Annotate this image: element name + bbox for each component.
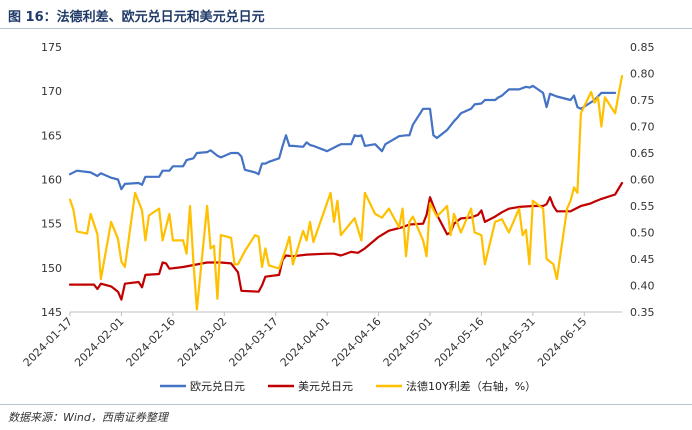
y-right-tick-label: 0.80 xyxy=(630,68,655,81)
legend-label-1: 欧元兑日元 xyxy=(190,379,245,393)
y-right-tick-label: 0.70 xyxy=(630,121,655,134)
legend: 欧元兑日元 美元兑日元 法德10Y利差（右轴，%） xyxy=(160,379,536,393)
y-right-tick-label: 0.50 xyxy=(630,227,655,240)
title-divider xyxy=(0,28,692,29)
y-left-tick-label: 150 xyxy=(41,262,62,275)
x-tick-label: 2024-02-16 xyxy=(124,315,178,369)
y-left-tick-label: 170 xyxy=(41,85,62,98)
y-left-tick-label: 165 xyxy=(41,129,62,142)
y-right-tick-label: 0.65 xyxy=(630,147,655,160)
y-left-tick-label: 145 xyxy=(41,306,62,319)
chart: 145 150 155 160 165 170 175 0.35 0.40 0.45 0.50 0.5… xyxy=(21,41,655,393)
x-tick-label: 2024-01-17 xyxy=(21,315,75,369)
x-tick-label: 2024-05-01 xyxy=(381,315,435,369)
source-divider xyxy=(0,404,692,405)
legend-label-2: 美元兑日元 xyxy=(298,379,353,393)
y-left-tick-label: 160 xyxy=(41,174,62,187)
y-right-tick-label: 0.45 xyxy=(630,253,655,266)
x-tick-label: 2024-05-16 xyxy=(432,315,486,369)
x-tick-label: 2024-06-15 xyxy=(535,315,589,369)
series-layer xyxy=(68,74,624,311)
x-tick-label: 2024-02-01 xyxy=(72,315,126,369)
x-tick-label: 2024-04-16 xyxy=(329,315,383,369)
source-note: 数据来源：Wind，西南证券整理 xyxy=(8,411,168,424)
x-tick-label: 2024-04-01 xyxy=(278,315,332,369)
series-line-1 xyxy=(68,84,617,191)
y-right-tick-label: 0.55 xyxy=(630,200,655,213)
y-left-tick-label: 155 xyxy=(41,218,62,231)
x-tick-label: 2024-03-02 xyxy=(175,315,229,369)
legend-label-3: 法德10Y利差（右轴，%） xyxy=(406,379,536,393)
x-tick-label: 2024-03-17 xyxy=(226,315,280,369)
y-right-tick-label: 0.85 xyxy=(630,41,655,54)
y-right-tick-label: 0.60 xyxy=(630,174,655,187)
figure-title: 图 16：法德利差、欧元兑日元和美元兑日元 xyxy=(8,10,265,25)
series-line-2 xyxy=(68,181,624,301)
y-right-tick-label: 0.35 xyxy=(630,306,655,319)
y-left-tick-label: 175 xyxy=(41,41,62,54)
y-right-tick-label: 0.75 xyxy=(630,94,655,107)
y-right-tick-label: 0.40 xyxy=(630,280,655,293)
x-tick-label: 2024-05-31 xyxy=(484,315,538,369)
series-line-3 xyxy=(68,74,624,311)
